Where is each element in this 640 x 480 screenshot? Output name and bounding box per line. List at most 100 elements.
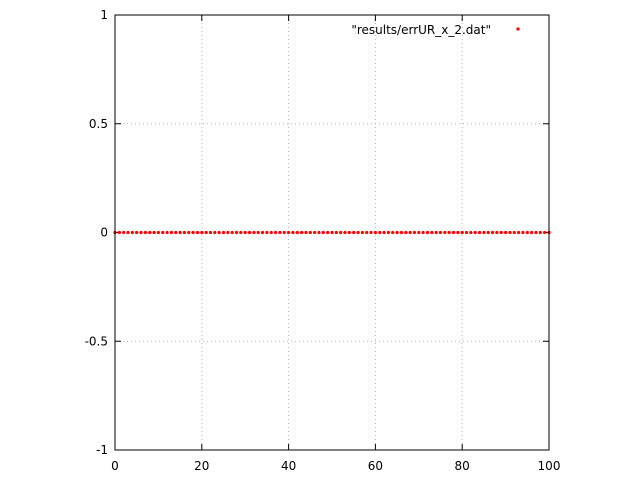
data-point <box>178 230 182 235</box>
data-point <box>360 230 364 235</box>
legend-marker-icon <box>516 27 520 31</box>
y-tick-label: 0.5 <box>89 117 108 131</box>
data-point <box>252 230 256 235</box>
x-tick-label: 20 <box>194 459 209 473</box>
data-point <box>430 230 434 235</box>
x-tick-labels: 0 20 40 60 80 100 <box>111 459 560 473</box>
data-point <box>130 230 134 235</box>
data-point <box>495 230 499 235</box>
data-point <box>352 230 356 235</box>
x-tick-label: 60 <box>368 459 383 473</box>
y-tick-label: -0.5 <box>85 334 108 348</box>
data-point <box>269 230 273 235</box>
y-tick-labels: -1 -0.5 0 0.5 1 <box>85 8 108 457</box>
data-point <box>408 230 412 235</box>
data-point <box>543 230 547 235</box>
data-point <box>243 230 247 235</box>
data-point <box>208 230 213 235</box>
data-point <box>334 230 338 235</box>
data-point <box>247 230 252 235</box>
data-point <box>434 230 438 235</box>
data-point <box>117 230 121 235</box>
y-tick-label: -1 <box>96 443 108 457</box>
data-point <box>152 230 156 235</box>
data-point <box>265 230 269 235</box>
data-points <box>113 230 551 235</box>
data-point <box>508 230 512 235</box>
data-point <box>122 230 126 235</box>
data-point <box>230 230 234 235</box>
data-point <box>256 230 260 235</box>
data-point <box>386 230 391 235</box>
data-point <box>217 230 221 235</box>
data-point <box>135 230 139 235</box>
x-tick-label: 0 <box>111 459 119 473</box>
data-point <box>404 230 408 235</box>
y-tick-label: 1 <box>100 8 108 22</box>
data-point <box>477 230 482 235</box>
data-point <box>126 230 130 235</box>
data-point <box>486 230 490 235</box>
data-point <box>326 230 330 235</box>
data-point <box>287 230 291 235</box>
data-point <box>369 230 373 235</box>
data-point <box>239 230 243 235</box>
data-point <box>295 230 299 235</box>
data-point <box>139 230 143 235</box>
data-point <box>517 230 521 235</box>
data-point <box>438 230 443 235</box>
data-point <box>464 230 469 235</box>
data-point <box>521 230 525 235</box>
data-point <box>165 230 169 235</box>
data-point <box>317 230 321 235</box>
data-point <box>191 230 195 235</box>
data-point <box>365 230 369 235</box>
data-point <box>234 230 239 235</box>
data-point <box>473 230 477 235</box>
data-point <box>195 230 200 235</box>
data-point <box>291 230 295 235</box>
data-point <box>343 230 347 235</box>
data-point <box>469 230 473 235</box>
legend: "results/errUR_x_2.dat" <box>351 23 520 37</box>
data-point <box>530 230 534 235</box>
data-point <box>300 230 304 235</box>
data-point <box>187 230 191 235</box>
data-point <box>525 230 529 235</box>
data-point <box>399 230 404 235</box>
data-point <box>417 230 421 235</box>
data-point <box>304 230 308 235</box>
data-point <box>204 230 208 235</box>
data-point <box>308 230 312 235</box>
data-point <box>482 230 486 235</box>
data-point <box>382 230 386 235</box>
data-point <box>534 230 538 235</box>
data-point <box>282 230 286 235</box>
data-point <box>200 230 204 235</box>
data-point <box>451 230 456 235</box>
data-point <box>395 230 399 235</box>
data-point <box>278 230 282 235</box>
data-point <box>499 230 503 235</box>
data-point <box>221 230 226 235</box>
data-point <box>512 230 516 235</box>
data-point <box>273 230 278 235</box>
data-point <box>504 230 508 235</box>
data-point <box>447 230 451 235</box>
data-point <box>148 230 152 235</box>
x-tick-label: 100 <box>538 459 561 473</box>
data-point <box>226 230 230 235</box>
data-point <box>456 230 460 235</box>
data-point <box>421 230 425 235</box>
data-point <box>490 230 495 235</box>
y-tick-label: 0 <box>100 226 108 240</box>
plot-frame <box>114 14 550 451</box>
data-point <box>378 230 382 235</box>
data-point <box>313 230 317 235</box>
data-point <box>143 230 147 235</box>
x-tick-label: 40 <box>281 459 296 473</box>
data-point <box>538 230 542 235</box>
data-point <box>356 230 360 235</box>
data-point <box>182 230 187 235</box>
